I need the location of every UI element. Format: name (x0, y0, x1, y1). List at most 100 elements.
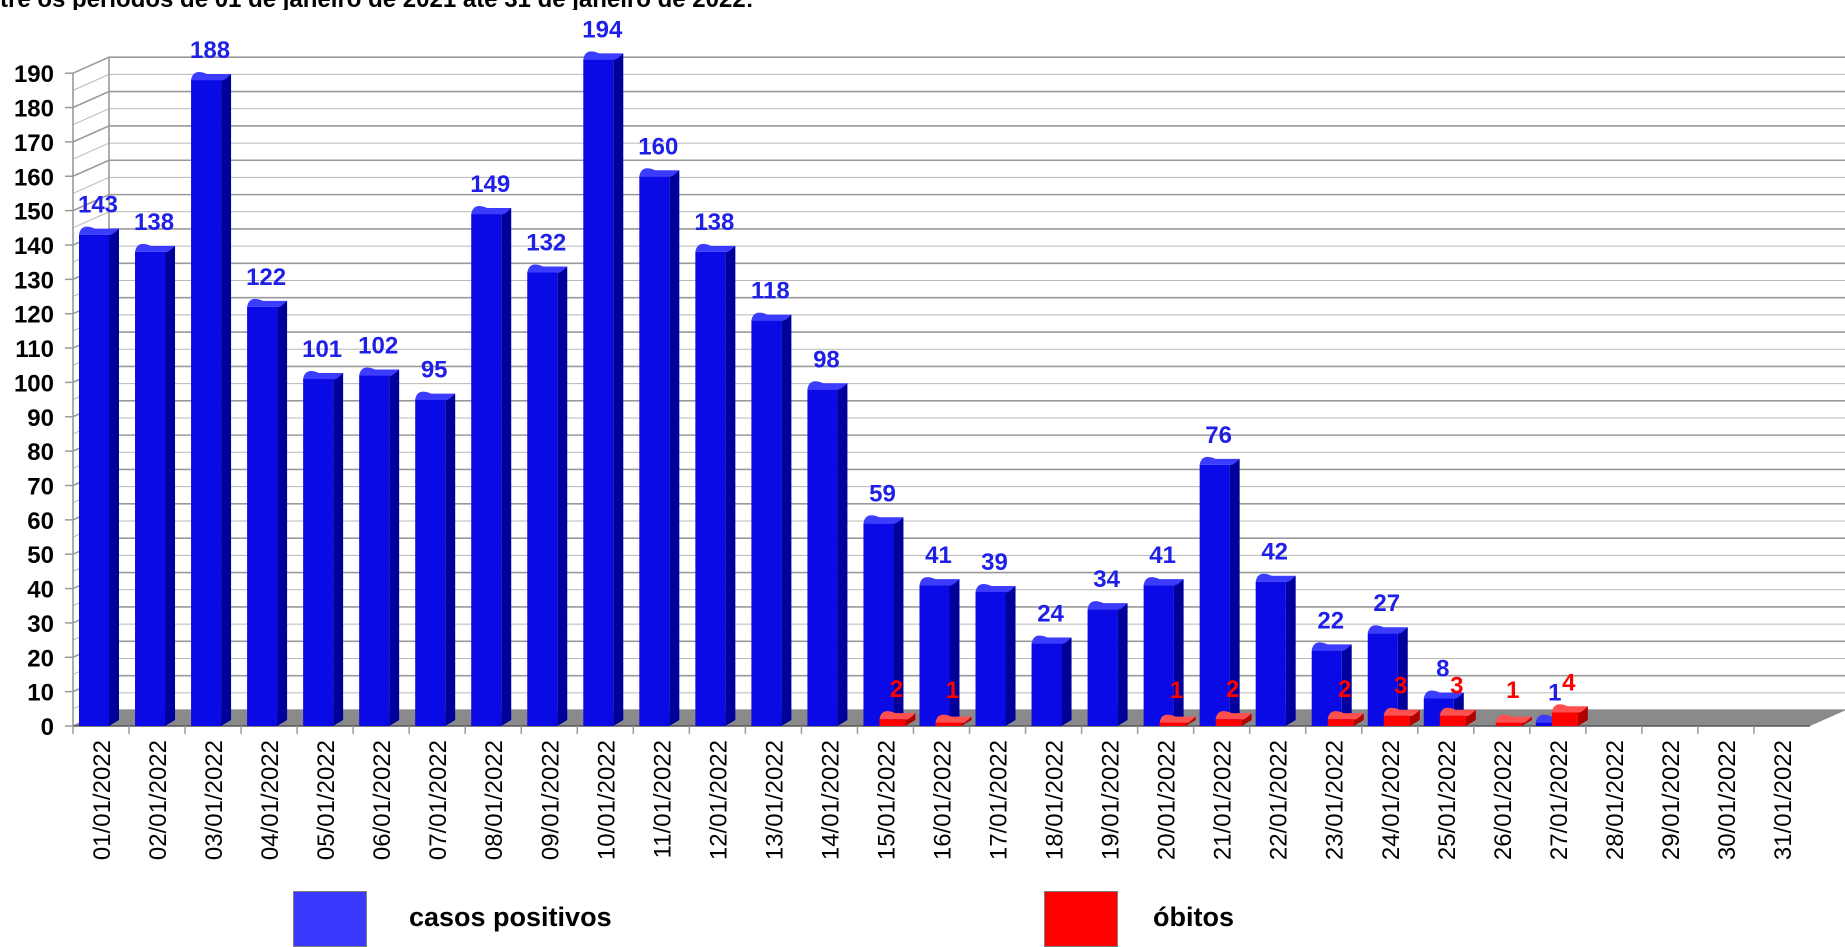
x-tick-label: 07/01/2022 (425, 740, 452, 860)
bar-top (1439, 707, 1476, 717)
bar-positive (1143, 577, 1184, 726)
x-tick-label: 30/01/2022 (1714, 740, 1741, 860)
data-label-positive: 41 (1149, 542, 1176, 569)
bar-front (879, 719, 906, 726)
legend-label-casos-positivos: casos positivos (409, 902, 612, 932)
bar-positive (751, 312, 792, 726)
bar-top (807, 381, 848, 390)
bar-side (613, 53, 624, 726)
data-label-positive: 76 (1205, 422, 1232, 449)
bar-side (949, 579, 960, 726)
chart-title-fragment: tre os períodos de 01 de janeiro de 2021… (0, 0, 1845, 10)
bar-positive (919, 577, 960, 726)
bar-front (1087, 609, 1118, 726)
bar-side (1341, 644, 1352, 726)
data-label-death: 2 (1338, 676, 1351, 703)
bar-front (1255, 581, 1286, 726)
bar-side (445, 393, 456, 726)
gridline (72, 90, 1845, 109)
bar-positive (1255, 573, 1296, 726)
bar-front (527, 272, 558, 726)
y-tick-label: 80 (27, 439, 54, 466)
bar-side (1353, 713, 1364, 726)
x-tick-label: 13/01/2022 (761, 740, 788, 860)
bar-front (415, 399, 446, 726)
y-tick-label: 60 (27, 508, 54, 535)
x-tick-label: 24/01/2022 (1378, 740, 1405, 860)
x-tick-label: 31/01/2022 (1770, 740, 1797, 860)
bar-top (751, 312, 792, 321)
bar-side (905, 713, 916, 726)
bar-side (669, 170, 680, 726)
bar-top (79, 226, 119, 236)
y-tick-label: 100 (14, 370, 54, 397)
bar-positive (135, 243, 176, 726)
x-tick-label: 21/01/2022 (1210, 740, 1237, 860)
bar-front (1551, 712, 1578, 726)
bar-front (191, 80, 222, 727)
bar-top (415, 391, 456, 400)
bar-side (277, 300, 288, 726)
gridline (72, 262, 1845, 281)
x-tick-label: 10/01/2022 (593, 740, 620, 860)
y-tick-label: 140 (14, 233, 54, 260)
data-label-death: 2 (890, 676, 903, 703)
data-label-positive: 138 (694, 209, 734, 236)
bar-top (1255, 573, 1296, 583)
bar-top (135, 243, 176, 253)
y-tick-label: 30 (27, 611, 54, 638)
bar-front (1159, 722, 1186, 726)
bar-front (751, 320, 782, 726)
bar-positive (471, 206, 512, 727)
x-tick-label: 27/01/2022 (1546, 740, 1573, 860)
x-tick-label: 08/01/2022 (481, 740, 508, 860)
data-label-positive: 194 (582, 16, 623, 43)
bar-top (1423, 690, 1464, 699)
bar-side (1409, 709, 1420, 726)
bar-front (79, 234, 109, 726)
bar-positive (303, 370, 344, 726)
bar-top (1031, 635, 1072, 644)
bar-top (1383, 707, 1420, 717)
bar-front (247, 306, 278, 726)
x-tick-label: 11/01/2022 (649, 740, 676, 858)
bar-positive (1199, 456, 1240, 726)
y-tick-label: 190 (14, 61, 54, 88)
bar-positive (79, 226, 119, 726)
legend-swatch-casos-positivos (293, 891, 367, 947)
minor-gridline (72, 108, 1845, 126)
y-tick-label: 130 (14, 267, 54, 294)
bar-top (1159, 714, 1196, 723)
y-tick-label: 0 (41, 714, 54, 741)
bar-death (1551, 704, 1588, 726)
y-tick-label: 180 (14, 96, 54, 123)
bar-death (1383, 707, 1420, 726)
bar-front (695, 251, 726, 726)
bar-positive (975, 584, 1016, 726)
bar-front (1383, 715, 1410, 726)
x-axis-ticks: 01/01/2022 02/01/2022 03/01/2022 04/01/2022… (72, 726, 1797, 860)
bar-top (359, 367, 400, 376)
y-tick-label: 110 (15, 336, 54, 363)
bar-positive (639, 168, 680, 726)
bar-top (879, 711, 916, 720)
bar-top (1327, 711, 1364, 720)
bar-front (639, 176, 670, 726)
y-axis-ticks: 0 10 20 30 40 50 60 70 80 90 100 110 120 130 140 150 160… (14, 61, 73, 741)
bar-top (247, 298, 288, 308)
gridline (72, 56, 1845, 74)
bar-front (303, 378, 334, 726)
bar-side (221, 74, 232, 727)
x-tick-label: 15/01/2022 (873, 740, 900, 860)
bar-top (1311, 642, 1352, 651)
bar-side (109, 228, 119, 726)
bar-side (1285, 575, 1296, 726)
data-label-positive: 188 (190, 37, 230, 64)
bar-front (863, 523, 894, 726)
bar-front (135, 251, 166, 726)
bar-positive (695, 243, 736, 726)
bar-side (1117, 603, 1128, 726)
minor-gridline (72, 314, 1845, 332)
x-tick-label: 20/01/2022 (1154, 740, 1181, 860)
